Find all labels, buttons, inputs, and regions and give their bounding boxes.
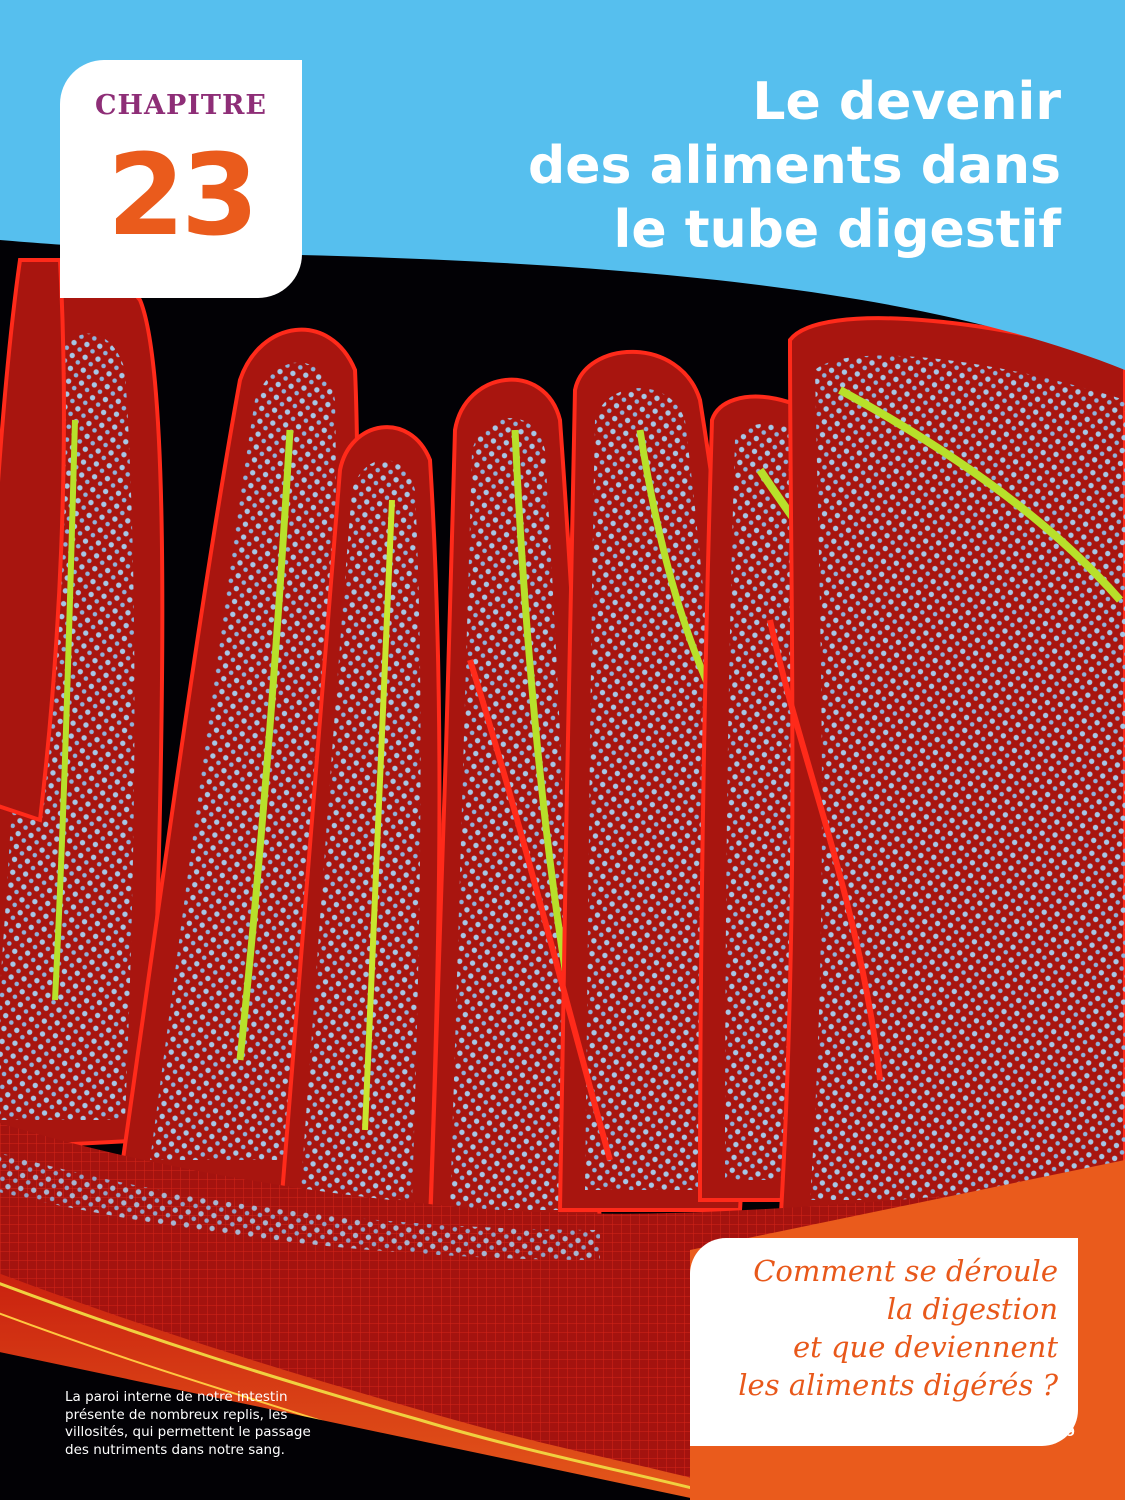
villus xyxy=(277,425,442,1222)
photo-caption: La paroi interne de notre intestin prése… xyxy=(65,1389,365,1459)
chapter-title: Le devenir des aliments dans le tube dig… xyxy=(361,70,1061,262)
chapter-title-line: Le devenir xyxy=(752,72,1061,132)
photo-caption-line: La paroi interne de notre intestin xyxy=(65,1389,288,1405)
key-question-line: la digestion xyxy=(886,1292,1058,1326)
photo-caption-line: présente de nombreux replis, les xyxy=(65,1406,288,1423)
key-question-box: Comment se déroule la digestion et que d… xyxy=(690,1238,1078,1446)
page-number: 359 xyxy=(1049,1425,1075,1439)
photo-caption-line: des nutriments dans notre sang. xyxy=(65,1441,285,1458)
key-question-line: les aliments digérés ? xyxy=(738,1368,1058,1402)
chapter-badge: CHAPITRE 23 xyxy=(60,60,302,298)
villus xyxy=(777,316,1125,1232)
key-question-line: Comment se déroule xyxy=(753,1254,1058,1288)
chapter-title-line: des aliments dans xyxy=(528,136,1061,196)
chapter-title-line: le tube digestif xyxy=(613,200,1061,260)
key-question: Comment se déroule la digestion et que d… xyxy=(738,1252,1058,1404)
chapter-label: CHAPITRE xyxy=(95,90,267,121)
key-question-line: et que deviennent xyxy=(792,1330,1058,1364)
chapter-number: 23 xyxy=(107,131,259,261)
photo-caption-line: villosités, qui permettent le passage xyxy=(65,1424,311,1440)
